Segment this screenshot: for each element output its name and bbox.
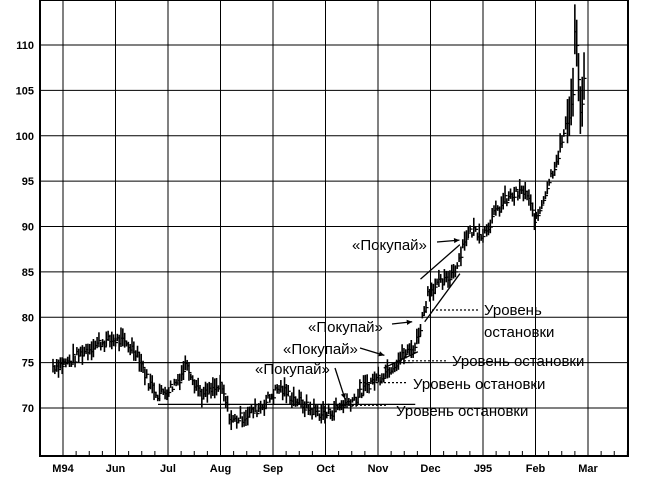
plot-frame (39, 0, 629, 457)
y-tick-label: 85 (22, 267, 34, 279)
price-bars (52, 4, 587, 431)
stop-label: Уровень остановки (396, 403, 528, 420)
x-tick-label: J95 (474, 463, 492, 475)
x-tick-label: Nov (368, 463, 390, 475)
buy-arrow-head (406, 319, 413, 325)
axes: 70 75 80 85 90 95 100 105 110 M94 Jun Jul Aug Sep Oct N… (16, 0, 629, 475)
x-tick-label: Aug (210, 463, 231, 475)
y-tick-label: 95 (22, 176, 34, 188)
y-tick-label: 70 (22, 403, 34, 415)
annotations: «Покупай» «Покупай» «Покупай» «Покупай» Уров… (255, 237, 584, 420)
buy-arrow (334, 367, 346, 400)
channel-line-lower (424, 273, 461, 323)
stop-label: Уровень остановки (452, 353, 584, 370)
x-tick-label: Dec (420, 463, 440, 475)
y-tick-label: 105 (16, 85, 34, 97)
x-tick-label: Feb (526, 463, 546, 475)
x-tick-label: Sep (263, 463, 283, 475)
y-tick-label: 100 (16, 131, 34, 143)
buy-arrow-head (453, 237, 460, 244)
y-tick-label: 75 (22, 358, 34, 370)
y-tick-label: 110 (16, 40, 34, 52)
stop-label-line2: остановки (484, 324, 554, 341)
x-tick-label: M94 (52, 463, 74, 475)
buy-label: «Покупай» (255, 361, 330, 378)
channel-line-upper (420, 244, 461, 280)
buy-label: «Покупай» (352, 237, 427, 254)
stop-label: Уровень (484, 302, 542, 319)
buy-label: «Покупай» (308, 319, 383, 336)
x-tick-label: Jun (106, 463, 126, 475)
y-tick-label: 90 (22, 222, 34, 234)
x-tick-label: Mar (578, 463, 598, 475)
y-tick-label: 80 (22, 312, 34, 324)
stop-label: Уровень остановки (413, 376, 545, 393)
x-tick-label: Oct (316, 463, 335, 475)
buy-arrow-head (378, 351, 385, 357)
x-tick-label: Jul (160, 463, 176, 475)
buy-label: «Покупай» (283, 341, 358, 358)
trend-line-nov (383, 351, 419, 369)
buy-arrow-head (340, 392, 346, 399)
